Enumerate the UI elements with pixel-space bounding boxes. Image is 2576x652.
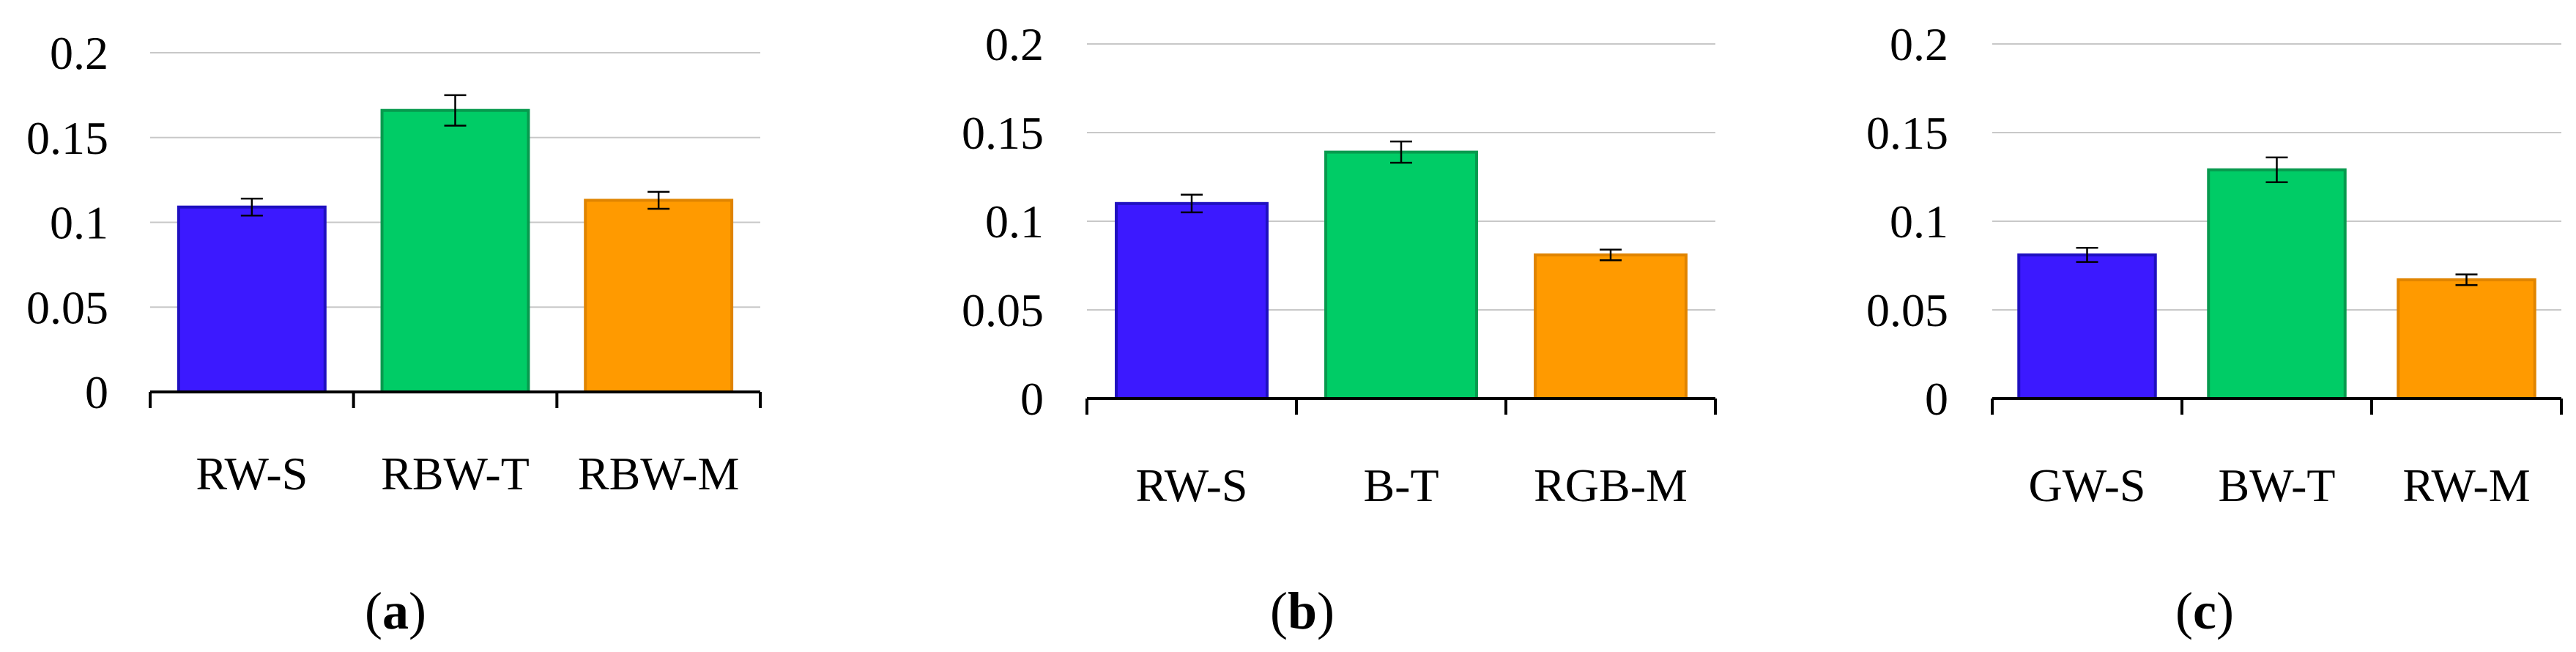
panel-label-letter: a <box>382 582 409 640</box>
error-bar <box>1600 248 1622 262</box>
panel-label-letter: c <box>2193 582 2216 640</box>
y-tick-label: 0.05 <box>962 284 1044 336</box>
y-tick-label: 0.15 <box>962 107 1044 159</box>
category-label: BW-T <box>2219 459 2336 511</box>
bar-rw-s <box>177 205 327 394</box>
category-label: RBW-T <box>381 448 530 500</box>
panel-label-open: ( <box>1270 582 1288 640</box>
y-tick-label: 0.05 <box>1866 284 1948 336</box>
bar-gw-s <box>2017 253 2157 401</box>
y-tick-label: 0.1 <box>50 197 108 249</box>
panel-label-open: ( <box>365 582 382 640</box>
category-label: RW-M <box>2402 459 2530 511</box>
panel-label: (b) <box>1270 582 1335 640</box>
y-tick-label: 0 <box>1020 373 1044 425</box>
error-bar <box>1181 193 1203 214</box>
y-tick-label: 0.15 <box>1866 107 1948 159</box>
y-tick-label: 0.15 <box>26 112 108 164</box>
panel-label-close: ) <box>2216 582 2234 640</box>
error-bar <box>647 190 670 210</box>
y-tick-label: 0.1 <box>985 196 1044 248</box>
category-label: B-T <box>1363 459 1439 511</box>
panel-label-open: ( <box>2175 582 2193 640</box>
error-bar <box>2076 247 2098 263</box>
panel-label: (a) <box>365 582 426 640</box>
error-bar <box>240 197 263 217</box>
panel-label-close: ) <box>409 582 426 640</box>
error-bar <box>2455 273 2478 286</box>
y-tick-label: 0.2 <box>1890 18 1948 70</box>
bar-rw-m <box>2397 278 2536 400</box>
chart-panel-a: 0 0.05 0.1 0.15 0.2 RW-S RBW-T RBW-M (a) <box>26 27 762 640</box>
y-tick-label: 0.2 <box>985 18 1044 70</box>
panel-label-close: ) <box>1317 582 1335 640</box>
error-bar <box>444 94 467 127</box>
panel-label-letter: b <box>1288 582 1317 640</box>
bar-rw-s <box>1115 201 1269 400</box>
y-tick-label: 0 <box>1925 373 1948 425</box>
chart-panel-b: 0 0.05 0.1 0.15 0.2 RW-S B-T RGB-M (b) <box>962 18 1717 640</box>
y-tick-label: 0.2 <box>50 27 108 79</box>
bar-rbw-t <box>380 108 530 394</box>
category-label: GW-S <box>2029 459 2146 511</box>
error-bar <box>1390 140 1412 164</box>
error-bar <box>2265 156 2288 184</box>
bar-bw-t <box>2207 168 2347 400</box>
y-tick-label: 0.05 <box>26 281 108 333</box>
category-label: RW-S <box>196 448 308 500</box>
bar-rgb-m <box>1534 253 1688 401</box>
panel-label: (c) <box>2175 582 2234 640</box>
bar-rbw-m <box>584 199 734 393</box>
y-tick-label: 0 <box>85 366 108 418</box>
category-label: RGB-M <box>1534 459 1688 511</box>
bar-b-t <box>1324 150 1478 400</box>
category-label: RW-S <box>1136 459 1248 511</box>
category-label: RBW-M <box>578 448 739 500</box>
chart-panel-c: 0 0.05 0.1 0.15 0.2 GW-S BW-T RW-M (c) <box>1866 18 2563 640</box>
y-tick-label: 0.1 <box>1890 196 1948 248</box>
